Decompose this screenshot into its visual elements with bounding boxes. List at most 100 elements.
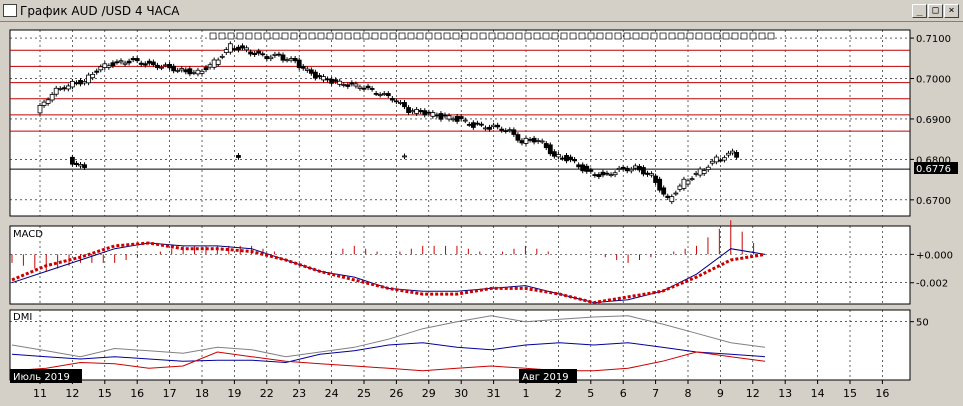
- event-marker: [515, 32, 523, 40]
- candle-body: [82, 164, 87, 168]
- candle-body: [539, 140, 545, 143]
- candle-body: [74, 82, 79, 85]
- candle-body: [572, 158, 577, 162]
- candle-body: [90, 73, 96, 79]
- candle-body: [219, 55, 225, 58]
- event-marker: [542, 32, 550, 40]
- candle-body: [730, 150, 735, 154]
- y-tick-label: 0.7000: [916, 75, 951, 86]
- candle-body: [705, 166, 711, 171]
- candle-body: [414, 109, 420, 114]
- event-marker: [695, 32, 703, 40]
- x-tick-label: 5: [587, 387, 594, 400]
- candle-body: [110, 62, 116, 67]
- event-marker: [677, 32, 685, 40]
- event-marker: [731, 32, 739, 40]
- candle-body: [507, 129, 513, 132]
- event-marker: [407, 32, 415, 40]
- candle-body: [146, 60, 152, 64]
- candle-body: [402, 155, 407, 158]
- x-tick-label: 23: [292, 387, 306, 400]
- candle-body: [677, 185, 683, 190]
- candle-body: [547, 144, 553, 155]
- candle-body: [304, 68, 310, 71]
- event-marker: [623, 32, 631, 40]
- candle-body: [393, 100, 399, 103]
- candle-body: [531, 137, 537, 143]
- candle-body: [292, 58, 298, 62]
- candle-body: [709, 160, 715, 164]
- event-marker: [263, 32, 271, 40]
- x-tick-label: 8: [685, 387, 692, 400]
- x-tick-label: 11: [33, 387, 47, 400]
- dmi-y-tick-label: 50: [916, 318, 929, 329]
- candle-body: [288, 58, 294, 61]
- event-marker: [524, 32, 532, 40]
- candle-body: [503, 130, 509, 132]
- candle-body: [470, 122, 476, 128]
- minimize-button[interactable]: _: [912, 4, 927, 18]
- candle-body: [134, 58, 140, 62]
- dmi-plus-line: [11, 342, 766, 364]
- candle-body: [722, 157, 727, 161]
- chart-app-icon: [3, 4, 17, 17]
- candle-body: [236, 46, 241, 51]
- event-marker: [344, 32, 352, 40]
- event-marker: [767, 32, 775, 40]
- chart-area: 11 12 15 16 17 18 19 22 23 24 25 26 29 30 31 1 2 5 6 7 8 9 12 1…: [9, 29, 958, 400]
- candle-body: [175, 69, 181, 72]
- event-marker: [560, 32, 568, 40]
- candle-body: [365, 85, 371, 89]
- candle-body: [479, 123, 484, 126]
- candle-body: [57, 88, 63, 90]
- event-marker: [596, 32, 604, 40]
- candle-body: [592, 174, 598, 177]
- candle-body: [487, 126, 492, 130]
- x-tick-label: 16: [875, 387, 889, 400]
- candle-body: [495, 124, 501, 128]
- candle-body: [462, 119, 468, 122]
- candle-body: [308, 69, 314, 74]
- candle-body: [78, 80, 83, 85]
- x-tick-label: 19: [227, 387, 241, 400]
- event-marker: [326, 32, 334, 40]
- event-marker: [578, 32, 586, 40]
- candle-body: [167, 64, 173, 69]
- candle-body: [576, 164, 582, 168]
- x-tick-label: 22: [260, 387, 274, 400]
- candle-body: [701, 170, 707, 174]
- candle-body: [329, 78, 335, 84]
- candle-body: [584, 165, 590, 172]
- candle-body: [114, 61, 120, 64]
- event-marker: [488, 32, 496, 40]
- x-tick-label: 24: [325, 387, 339, 400]
- candle-body: [260, 53, 266, 56]
- restore-button[interactable]: □: [928, 4, 943, 18]
- candle-body: [454, 116, 460, 122]
- event-marker: [380, 32, 388, 40]
- candle-body: [466, 123, 472, 126]
- candle-body: [183, 69, 189, 73]
- event-marker: [749, 32, 757, 40]
- candle-body: [515, 134, 521, 141]
- candle-body: [430, 112, 436, 117]
- event-marker: [587, 32, 595, 40]
- candle-body: [203, 67, 209, 71]
- candle-body: [296, 59, 302, 69]
- candle-body: [410, 110, 416, 113]
- event-marker: [650, 32, 658, 40]
- candle-body: [53, 87, 59, 95]
- x-tick-label: 18: [195, 387, 209, 400]
- x-tick-label: 16: [130, 387, 144, 400]
- candle-body: [317, 75, 322, 78]
- candle-body: [106, 65, 112, 68]
- candle-body: [256, 50, 262, 54]
- candle-body: [491, 124, 497, 127]
- close-button[interactable]: ×: [944, 4, 959, 18]
- candle-body: [580, 164, 586, 172]
- event-marker: [668, 32, 676, 40]
- candle-body: [45, 99, 51, 104]
- candle-body: [61, 87, 67, 90]
- candle-body: [337, 80, 343, 85]
- x-tick-label: 2: [555, 387, 562, 400]
